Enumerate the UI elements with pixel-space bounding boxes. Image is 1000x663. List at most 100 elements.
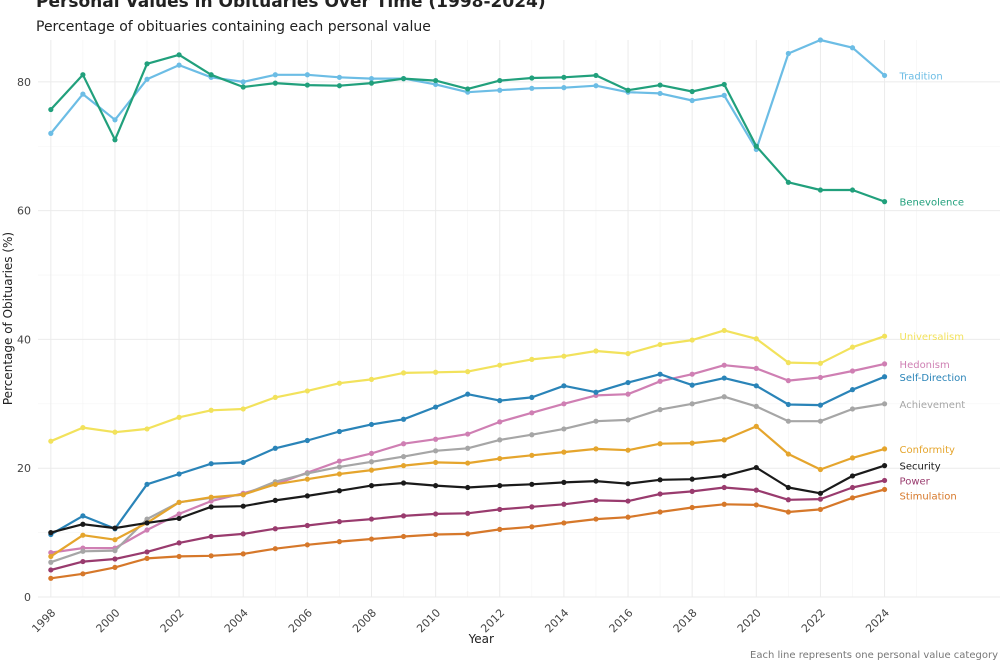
data-point-tradition (272, 72, 278, 78)
data-point-self-direction (529, 394, 535, 400)
data-point-power (400, 513, 407, 519)
data-point-achievement (465, 445, 471, 451)
data-point-self-direction (240, 459, 246, 466)
data-point-stimulation (881, 486, 888, 493)
data-point-self-direction (144, 481, 150, 487)
data-point-hedonism (465, 431, 471, 437)
data-point-power (272, 526, 278, 532)
data-point-stimulation (80, 571, 86, 577)
data-point-hedonism (785, 378, 791, 384)
data-point-achievement (368, 459, 375, 465)
data-point-stimulation (176, 553, 182, 560)
data-point-hedonism (336, 458, 343, 464)
data-point-stimulation (689, 504, 695, 511)
data-point-security (400, 480, 407, 486)
data-point-achievement (657, 407, 663, 413)
data-point-stimulation (497, 526, 503, 532)
data-point-universalism (497, 362, 503, 368)
data-point-security (112, 525, 118, 531)
chart-caption: Each line represents one personal value … (750, 650, 998, 661)
data-point-benevolence (433, 77, 439, 84)
series-label-conformity: Conformity (900, 445, 955, 456)
data-point-stimulation (849, 495, 856, 501)
data-point-stimulation (433, 531, 439, 538)
data-point-power (593, 497, 599, 504)
data-point-conformity (753, 423, 759, 429)
data-point-tradition (433, 81, 439, 88)
data-point-tradition (721, 92, 727, 98)
data-point-self-direction (849, 387, 856, 393)
data-point-universalism (785, 360, 791, 366)
data-point-achievement (753, 403, 759, 409)
data-point-power (433, 511, 439, 517)
data-point-tradition (849, 45, 856, 51)
data-point-benevolence (593, 72, 599, 79)
data-point-power (176, 540, 182, 546)
data-point-security (336, 488, 343, 494)
data-point-benevolence (48, 106, 54, 113)
data-point-benevolence (144, 61, 150, 67)
data-point-stimulation (657, 509, 663, 515)
data-point-power (753, 487, 759, 493)
chart-title: Personal Values in Obituaries Over Time … (36, 0, 546, 12)
data-point-tradition (561, 85, 567, 91)
data-point-stimulation (48, 575, 54, 581)
y-tick-label: 80 (17, 76, 31, 89)
x-tick-label: 2008 (350, 606, 379, 635)
data-point-conformity (336, 471, 343, 477)
data-point-power (529, 504, 535, 510)
data-point-self-direction (753, 383, 759, 389)
data-point-conformity (80, 532, 86, 538)
data-point-power (657, 491, 663, 497)
data-point-conformity (272, 481, 278, 487)
data-point-stimulation (529, 524, 535, 530)
data-point-hedonism (368, 450, 375, 457)
data-point-universalism (80, 425, 86, 431)
data-point-power (112, 556, 118, 562)
data-point-benevolence (625, 87, 631, 93)
data-point-security (465, 484, 471, 491)
data-point-security (304, 493, 310, 499)
data-point-power (561, 501, 567, 507)
data-point-stimulation (304, 542, 310, 548)
data-point-hedonism (721, 362, 727, 368)
data-point-universalism (881, 333, 888, 339)
data-point-conformity (689, 440, 695, 446)
data-point-benevolence (112, 137, 118, 143)
data-point-conformity (657, 441, 663, 447)
data-point-power (240, 531, 246, 537)
data-point-hedonism (849, 368, 856, 374)
data-point-power (48, 567, 54, 573)
data-point-tradition (240, 79, 246, 85)
data-point-benevolence (400, 76, 407, 82)
data-point-self-direction (336, 428, 343, 435)
data-point-hedonism (561, 401, 567, 407)
data-point-benevolence (368, 80, 375, 86)
data-point-achievement (593, 418, 599, 424)
x-tick-label: 2014 (542, 606, 571, 635)
data-point-benevolence (497, 77, 503, 84)
series-label-benevolence: Benevolence (900, 198, 964, 209)
data-point-self-direction (625, 379, 631, 386)
data-point-universalism (304, 388, 310, 394)
data-point-tradition (112, 117, 118, 123)
data-point-security (689, 476, 695, 482)
data-point-universalism (689, 337, 695, 343)
data-point-security (753, 464, 759, 471)
data-point-universalism (753, 336, 759, 342)
data-point-universalism (625, 350, 631, 357)
data-point-stimulation (368, 536, 375, 542)
data-point-hedonism (144, 527, 150, 533)
data-point-power (208, 533, 214, 540)
series-labels: Tradition Benevolence Universalism Hedonism… (899, 71, 967, 502)
data-point-benevolence (881, 199, 888, 205)
data-point-universalism (336, 380, 343, 386)
series-label-tradition: Tradition (899, 71, 943, 82)
data-point-self-direction (593, 389, 599, 395)
data-point-achievement (48, 559, 54, 565)
data-point-tradition (529, 85, 535, 91)
data-point-tradition (80, 91, 86, 97)
data-point-stimulation (817, 506, 824, 513)
data-point-achievement (433, 448, 439, 454)
data-point-hedonism (625, 391, 631, 397)
